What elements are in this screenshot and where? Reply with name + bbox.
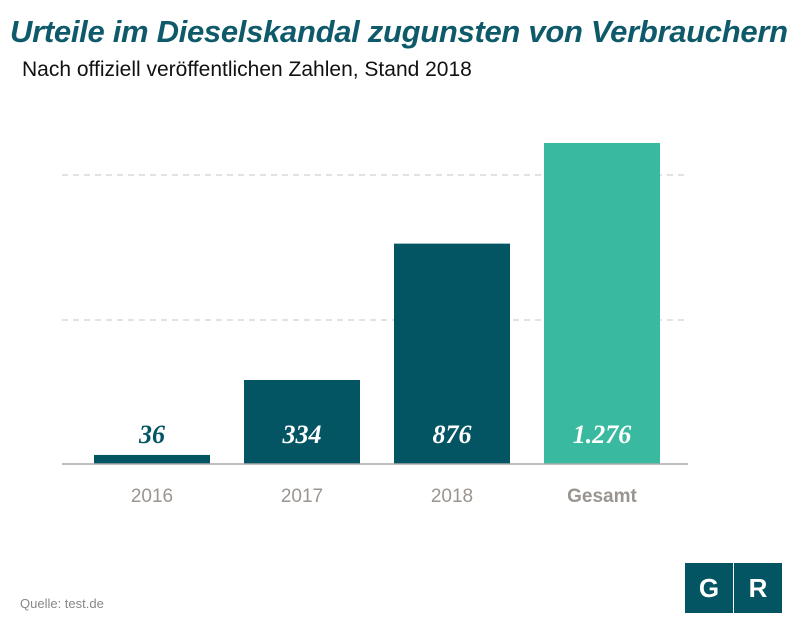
x-tick-label-2016: 2016 bbox=[131, 486, 173, 507]
data-label-2018: 876 bbox=[433, 420, 472, 449]
bar-gesamt bbox=[544, 143, 660, 464]
logo-letter-r: R bbox=[748, 573, 768, 603]
data-label-2017: 334 bbox=[282, 420, 322, 449]
logo-divider bbox=[733, 563, 734, 613]
x-tick-label-gesamt: Gesamt bbox=[567, 486, 637, 507]
source-note: Quelle: test.de bbox=[20, 596, 104, 611]
bar-2017 bbox=[244, 379, 360, 464]
chart-title: Urteile im Dieselskandal zugunsten von V… bbox=[10, 14, 788, 49]
gr-logo: G R bbox=[685, 563, 782, 613]
x-tick-label-2018: 2018 bbox=[431, 486, 473, 507]
logo-letter-g: G bbox=[698, 573, 720, 603]
chart-subtitle: Nach offiziell veröffentlichen Zahlen, S… bbox=[22, 58, 472, 81]
data-label-gesamt: 1.276 bbox=[573, 420, 632, 449]
bar-2018 bbox=[394, 243, 510, 464]
data-label-2016: 36 bbox=[138, 420, 165, 449]
bar-2016 bbox=[94, 454, 210, 464]
x-tick-label-2017: 2017 bbox=[281, 486, 323, 507]
